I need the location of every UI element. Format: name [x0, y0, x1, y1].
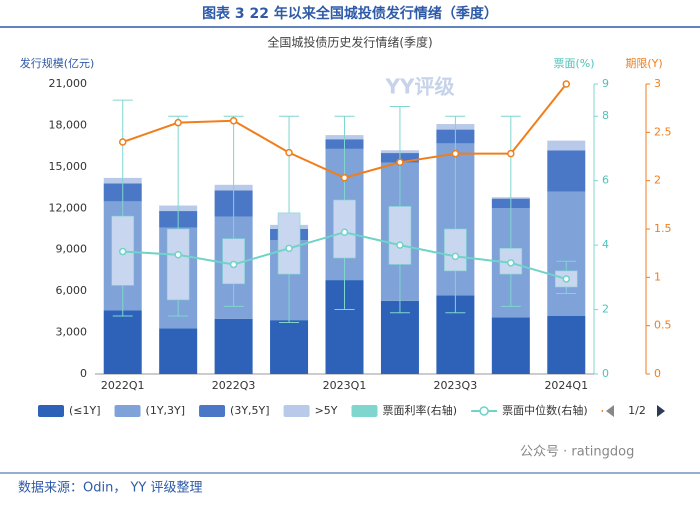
- y3-axis-title: 期限(Y): [625, 57, 662, 70]
- legend-prev[interactable]: [606, 405, 614, 417]
- y-tick-label: 15,000: [49, 160, 88, 173]
- line-point: [451, 149, 460, 158]
- legend-label: >5Y: [315, 404, 338, 417]
- y3-tick-label: 1: [654, 270, 661, 283]
- box: [277, 212, 301, 275]
- y2-tick-label: 4: [602, 238, 609, 251]
- y2-tick-label: 9: [602, 77, 609, 90]
- watermark: 公众号 · ratingdog: [520, 445, 634, 460]
- x-tick-label: 2022Q1: [101, 379, 145, 392]
- y-tick-label: 18,000: [49, 118, 88, 131]
- line-point: [229, 260, 238, 269]
- x-tick-label: 2022Q3: [212, 379, 256, 392]
- line-point: [285, 244, 293, 253]
- legend-label: 票面利率(右轴): [383, 403, 458, 417]
- y-tick-label: 21,000: [49, 77, 88, 90]
- bar-segment: [214, 318, 253, 374]
- line-point: [340, 228, 349, 236]
- bar-segment: [547, 150, 586, 192]
- line-point: [507, 149, 515, 158]
- figure-title: 图表 3 22 年以来全国城投债发行情绪（季度）: [202, 5, 498, 22]
- y-tick-label: 9,000: [56, 243, 88, 256]
- source-note: 数据来源：Odin， YY 评级整理: [18, 481, 202, 496]
- y-axis-title: 发行规模(亿元): [20, 56, 95, 70]
- y-tick-label: 0: [80, 367, 87, 380]
- y3-tick-label: 1.5: [654, 222, 672, 235]
- legend-swatch: [283, 405, 310, 417]
- bar-segment: [547, 316, 586, 374]
- y2-tick-label: 6: [602, 174, 609, 187]
- line-point: [507, 259, 515, 267]
- legend-swatch: [38, 405, 64, 417]
- line-point: [118, 247, 127, 256]
- bar-segment: [103, 310, 142, 374]
- line-point: [396, 241, 404, 249]
- legend-label: 票面中位数(右轴): [502, 403, 588, 417]
- y2-tick-label: 8: [602, 109, 609, 122]
- legend-swatch: [199, 405, 226, 417]
- y-tick-label: 6,000: [56, 284, 88, 297]
- bar-segment: [547, 191, 586, 316]
- line-point: [396, 158, 404, 167]
- legend-label: (1Y,3Y]: [146, 404, 186, 417]
- legend-label: (≤1Y]: [69, 404, 101, 417]
- y2-axis-title: 票面(%): [553, 57, 594, 70]
- x-tick-label: 2023Q3: [434, 379, 478, 392]
- legend-page: 1/2: [628, 404, 646, 417]
- line-point: [285, 148, 293, 157]
- bar-segment: [159, 328, 198, 374]
- box: [166, 228, 190, 301]
- legend-swatch: [351, 405, 378, 417]
- x-tick-label: 2024Q1: [544, 379, 588, 392]
- bar-segment: [270, 320, 309, 374]
- y3-tick-label: 0.5: [654, 319, 672, 332]
- line-point: [174, 118, 182, 127]
- line-point: [229, 116, 238, 125]
- y2-tick-label: 0: [602, 367, 609, 380]
- bar-segment: [491, 317, 530, 374]
- line-point: [118, 138, 127, 146]
- box: [388, 206, 412, 265]
- y-tick-label: 12,000: [49, 201, 88, 214]
- y2-tick-label: 2: [602, 303, 609, 316]
- logo-watermark: YY评级: [385, 75, 455, 99]
- y-tick-label: 3,000: [56, 326, 88, 339]
- legend-marker: [479, 406, 489, 416]
- legend-swatch: [114, 405, 141, 417]
- y3-tick-label: 0: [654, 367, 661, 380]
- chart-subtitle: 全国城投债历史发行情绪(季度): [267, 35, 432, 50]
- x-tick-label: 2023Q1: [323, 379, 367, 392]
- line-point: [174, 251, 182, 259]
- legend-next[interactable]: [657, 405, 665, 417]
- y3-tick-label: 2.5: [654, 125, 672, 138]
- line-point: [340, 174, 349, 182]
- line-point: [451, 252, 460, 261]
- legend-label: (3Y,5Y]: [230, 404, 270, 417]
- line-point: [562, 275, 571, 283]
- line-point: [562, 80, 571, 88]
- y3-tick-label: 3: [654, 77, 661, 90]
- box: [444, 228, 467, 272]
- legend: (≤1Y](1Y,3Y](3Y,5Y]>5Y票面利率(右轴)票面中位数(右轴)期…: [38, 403, 603, 417]
- bar-segment: [547, 140, 586, 151]
- y3-tick-label: 2: [654, 174, 661, 187]
